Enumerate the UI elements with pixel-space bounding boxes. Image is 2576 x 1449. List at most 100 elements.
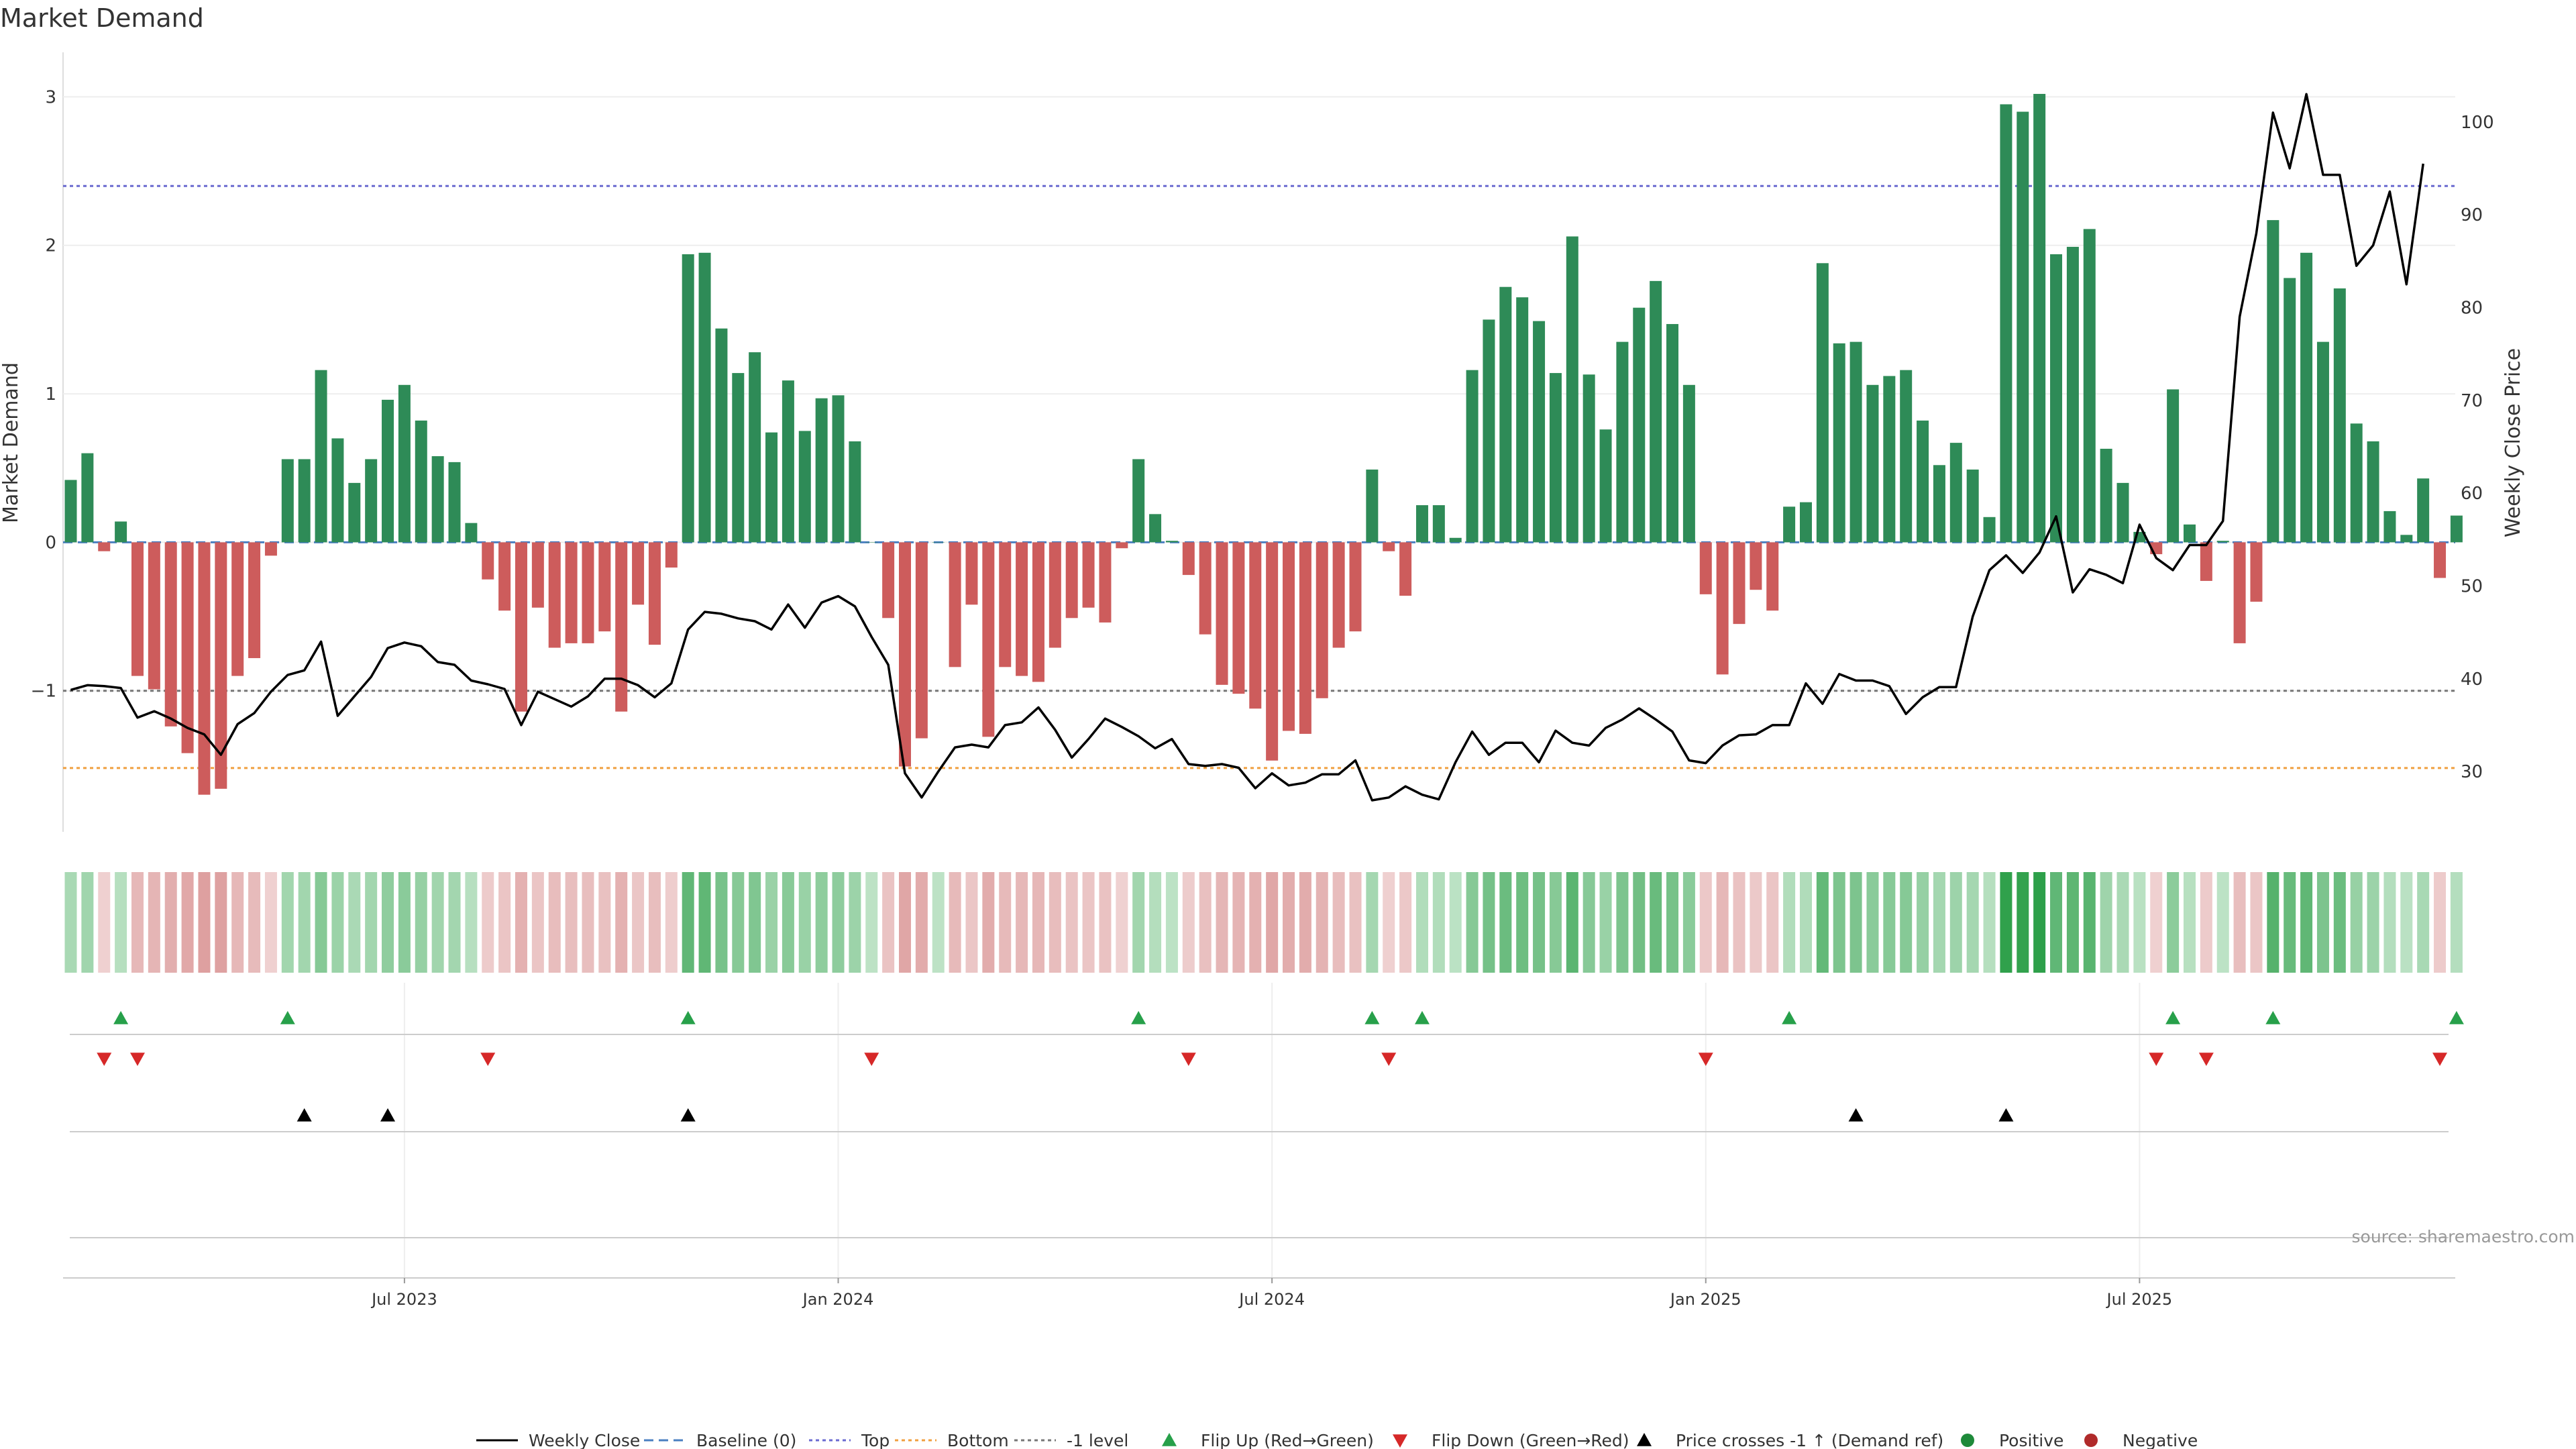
- heat-cell: [632, 872, 645, 973]
- heat-cell: [398, 872, 411, 973]
- heat-cell: [665, 872, 678, 973]
- flip-down-marker: [2198, 1053, 2214, 1066]
- heat-cell: [982, 872, 995, 973]
- demand-bar: [1199, 542, 1212, 635]
- heat-cell: [348, 872, 361, 973]
- heat-cell: [231, 872, 244, 973]
- heat-cell: [882, 872, 895, 973]
- y-tick-label: −1: [31, 682, 56, 702]
- heat-cell: [298, 872, 311, 973]
- heat-cell: [815, 872, 828, 973]
- heat-cell: [2434, 872, 2447, 973]
- heat-cell: [81, 872, 94, 973]
- heat-cell: [1682, 872, 1695, 973]
- flip-up-marker: [1782, 1011, 1797, 1024]
- demand-bar: [1165, 541, 1178, 543]
- flip-up-marker: [1414, 1011, 1430, 1024]
- flip-up-marker: [2449, 1011, 2464, 1024]
- demand-bar: [348, 482, 361, 543]
- demand-bar: [231, 542, 244, 676]
- demand-bar: [81, 453, 94, 543]
- heat-cell: [1716, 872, 1729, 973]
- heat-cell: [1900, 872, 1913, 973]
- heat-cell: [1582, 872, 1595, 973]
- heat-cell: [382, 872, 394, 973]
- flip-down-marker: [864, 1053, 879, 1066]
- heat-cell: [2233, 872, 2246, 973]
- demand-bar: [415, 420, 427, 543]
- heat-cell: [331, 872, 344, 973]
- heat-cell: [1699, 872, 1712, 973]
- heat-cell: [1866, 872, 1879, 973]
- demand-bar: [1650, 280, 1662, 543]
- y2-tick-label: 60: [2461, 484, 2483, 504]
- demand-bar: [181, 542, 194, 753]
- legend: Weekly Close Baseline (0) Top Bottom -1 leve…: [476, 1431, 2198, 1449]
- demand-bar: [1516, 297, 1529, 543]
- heat-cell: [1366, 872, 1379, 973]
- demand-bar: [498, 542, 511, 611]
- heat-cell: [582, 872, 594, 973]
- demand-bar: [1249, 542, 1262, 709]
- x-tick-label: Jan 2024: [802, 1290, 874, 1309]
- demand-bar: [732, 373, 745, 543]
- demand-bar: [148, 542, 160, 690]
- demand-bar: [64, 480, 77, 543]
- x-tick-label: Jul 2025: [2106, 1290, 2173, 1309]
- heat-cell: [2417, 872, 2430, 973]
- source-credit: source: sharemaestro.com: [2352, 1227, 2575, 1246]
- demand-bar: [2233, 542, 2246, 643]
- heat-cell: [1316, 872, 1328, 973]
- heat-cell: [1816, 872, 1829, 973]
- demand-bar: [1432, 505, 1445, 543]
- demand-bar: [1966, 469, 1979, 543]
- heat-cell: [1766, 872, 1779, 973]
- heat-cell: [264, 872, 277, 973]
- demand-bar: [1949, 443, 1962, 543]
- demand-bar: [615, 542, 628, 712]
- heat-cell: [1149, 872, 1162, 973]
- demand-bar: [1499, 286, 1512, 543]
- heat-cell: [1783, 872, 1796, 973]
- demand-bars: [64, 93, 2463, 795]
- y-tick-label: 0: [45, 533, 56, 553]
- flip-down-marker: [1181, 1053, 1196, 1066]
- heat-cell: [1533, 872, 1546, 973]
- legend-label: Positive: [1999, 1431, 2063, 1449]
- weekly-close-line-group: [70, 93, 2424, 802]
- demand-bar: [2100, 448, 2112, 543]
- heat-cell: [949, 872, 961, 973]
- demand-bar: [1917, 420, 1929, 543]
- demand-bar: [1666, 324, 1679, 543]
- heat-cell: [648, 872, 661, 973]
- price-cross-marker: [680, 1108, 696, 1122]
- heat-cell: [698, 872, 711, 973]
- heat-cell: [1733, 872, 1746, 973]
- heat-cell: [2116, 872, 2129, 973]
- demand-bar: [865, 542, 878, 543]
- demand-bar: [749, 352, 761, 543]
- demand-bar: [1766, 542, 1779, 611]
- demand-bar: [431, 456, 444, 543]
- demand-bar: [1032, 542, 1044, 682]
- demand-bar: [382, 399, 394, 543]
- heat-cell: [849, 872, 861, 973]
- heat-cell: [1616, 872, 1629, 973]
- demand-bar: [982, 542, 995, 737]
- demand-bar: [2417, 478, 2430, 543]
- heat-cell: [1216, 872, 1228, 973]
- demand-bar: [2033, 93, 2046, 543]
- heat-cell: [2050, 872, 2063, 973]
- heat-cell: [2133, 872, 2146, 973]
- demand-bar: [1182, 542, 1195, 576]
- demand-bar: [2017, 111, 2029, 543]
- demand-bar: [2383, 511, 2396, 543]
- demand-bar: [1483, 319, 1495, 543]
- demand-bar: [548, 542, 561, 648]
- demand-bar: [1332, 542, 1345, 648]
- demand-bar: [1283, 542, 1295, 731]
- demand-bar: [1716, 542, 1729, 675]
- demand-bar: [215, 542, 227, 789]
- demand-bar: [1750, 542, 1762, 590]
- heat-cell: [2200, 872, 2212, 973]
